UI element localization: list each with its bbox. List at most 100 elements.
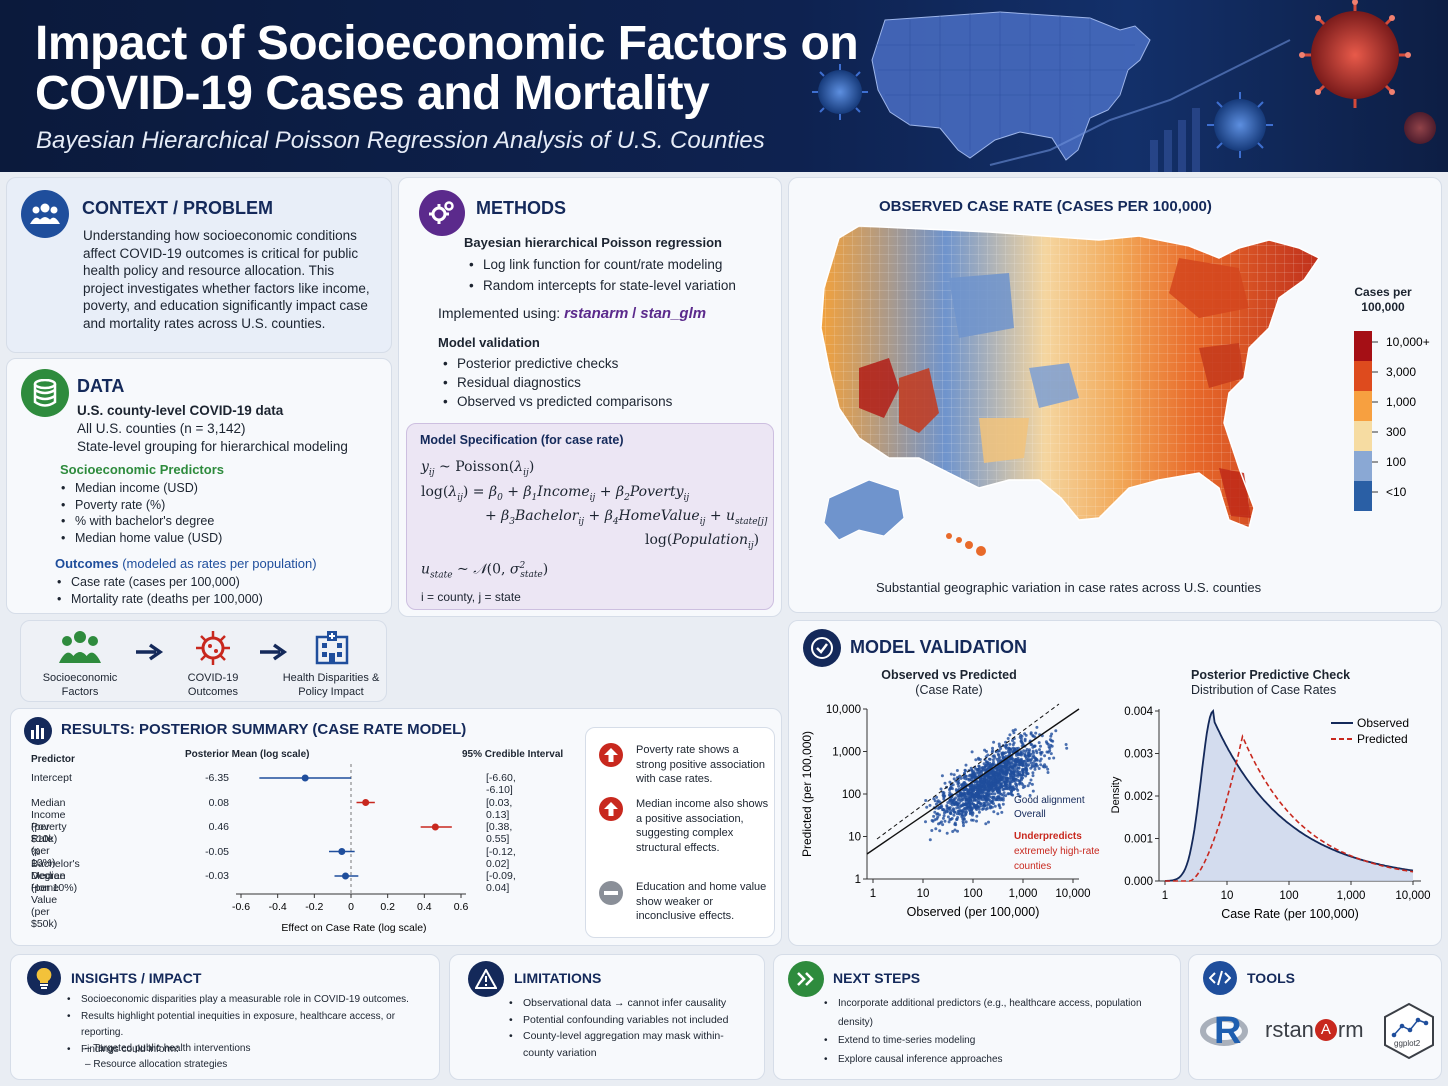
y-axis-label: Predicted (per 100,000) <box>800 731 814 857</box>
list-item: Residual diagnostics <box>443 374 672 392</box>
results-notes: Poverty rate shows a strong positive ass… <box>585 727 775 938</box>
validation-title: Model validation <box>438 335 540 350</box>
alaska <box>823 479 905 541</box>
pkg-rstanarm: rstanarm <box>564 305 629 322</box>
forest-tick-label: -0.4 <box>269 901 287 913</box>
methods-bullets: Log link function for count/rate modelin… <box>469 256 736 294</box>
y-tick-label: 0.001 <box>1124 834 1153 846</box>
page-subtitle: Bayesian Hierarchical Poisson Regression… <box>36 127 765 154</box>
outcomes-suffix: (modeled as rates per population) <box>122 556 317 571</box>
list-item: Posterior predictive checks <box>443 355 672 373</box>
scatter-points <box>924 725 1069 842</box>
spec-eq5: ustate ~ 𝒩(0, σ2state) <box>421 561 549 581</box>
legend-observed: Observed <box>1357 716 1409 730</box>
x-axis-label: Observed (per 100,000) <box>907 905 1040 919</box>
arrow-right-icon <box>136 643 164 661</box>
code-icon <box>1203 961 1237 995</box>
methods-title: METHODS <box>476 198 566 218</box>
rstanarm-suffix: rm <box>1337 1017 1364 1042</box>
next-steps-title: NEXT STEPS <box>833 970 921 986</box>
forest-tick-label: 0.2 <box>380 901 395 913</box>
list-item: Socioeconomic disparities play a measura… <box>67 992 437 1009</box>
predicted-curve <box>1165 734 1414 882</box>
spec-eq3: + β3Bachelorij + β4HomeValueij + ustate[… <box>485 508 768 527</box>
bar-chart-icon <box>24 717 52 745</box>
data-panel: DATA U.S. county-level COVID-19 data All… <box>6 358 392 614</box>
flow-step3: Health Disparities & Policy Impact <box>282 672 380 698</box>
methods-panel: METHODS Bayesian hierarchical Poisson re… <box>398 177 782 617</box>
y-tick-label: 0.004 <box>1124 706 1153 718</box>
virus-icon-red-small <box>1404 112 1436 144</box>
list-item: Poverty rate (%) <box>61 497 222 514</box>
x-tick-label: 10,000 <box>1055 888 1090 900</box>
result-ci: [-6.60, -6.10] <box>486 772 516 796</box>
list-item: Extend to time-series modeling <box>824 1032 1179 1051</box>
list-item: % with bachelor's degree <box>61 513 222 530</box>
list-item: Observational data → cannot infer causal… <box>509 995 729 1012</box>
observed-vs-predicted-scatter: 10,000 1,000 100 10 11 10 100 1,000 10,000 Predic… <box>800 703 1100 919</box>
list-item: Median home value (USD) <box>61 530 222 547</box>
us-map-silhouette <box>872 12 1150 160</box>
list-item: – Targeted public health interventions <box>85 1043 251 1054</box>
result-predictor: Poverty Rate (per 10%) <box>31 821 67 869</box>
spec-eq4: log(Populationij) <box>645 532 760 551</box>
result-predictor: % Bachelor's Degree (per 10%) <box>31 845 80 894</box>
legend-predicted: Predicted <box>1357 732 1408 746</box>
results-panel: RESULTS: POSTERIOR SUMMARY (CASE RATE MO… <box>10 708 782 946</box>
col-mean: Posterior Mean (log scale) <box>185 749 310 760</box>
list-item: – Resource allocation strategies <box>85 1059 228 1070</box>
result-predictor: Intercept <box>31 772 72 784</box>
validation-bullets: Posterior predictive checks Residual dia… <box>443 355 672 411</box>
list-item: Incorporate additional predictors (e.g.,… <box>824 995 1179 1032</box>
ggplot2-hex-logo <box>1384 1002 1434 1060</box>
outcomes-title: Outcomes <box>55 556 119 571</box>
x-tick-label: 100 <box>963 888 982 900</box>
header-banner: Impact of Socioeconomic Factors on COVID… <box>0 0 1448 172</box>
sub-item: Targeted public health interventions <box>93 1043 251 1054</box>
data-line2: State-level grouping for hierarchical mo… <box>77 439 348 454</box>
limitations-title: LIMITATIONS <box>514 970 602 986</box>
list-item: Explore causal inference approaches <box>824 1051 1179 1070</box>
r-logo: R <box>1200 1010 1252 1052</box>
list-item: Case rate (cases per 100,000) <box>57 574 263 591</box>
insights-panel: INSIGHTS / IMPACT Socioeconomic disparit… <box>10 954 440 1080</box>
note-education: Education and home value show weaker or … <box>636 881 767 922</box>
gears-icon <box>419 190 465 236</box>
validation-panel: MODEL VALIDATION Observed vs Predicted (… <box>788 620 1442 946</box>
result-mean: -0.03 <box>205 870 229 882</box>
context-title: CONTEXT / PROBLEM <box>82 198 274 218</box>
virus-icon <box>196 631 230 665</box>
virus-icon-blue-left <box>812 64 868 120</box>
observed-area <box>1165 711 1413 881</box>
result-ci: [0.03, 0.13] <box>486 796 513 821</box>
map-panel: OBSERVED CASE RATE (CASES PER 100,000) C… <box>788 177 1442 613</box>
virus-icon-red <box>1299 0 1411 108</box>
data-heading: U.S. county-level COVID-19 data <box>77 403 284 418</box>
people-group-icon <box>21 190 69 238</box>
methods-heading: Bayesian hierarchical Poisson regression <box>464 235 722 250</box>
y-tick-label: 100 <box>842 789 861 801</box>
y-tick-label: 10 <box>848 832 861 844</box>
legend-swatch <box>1354 391 1372 421</box>
legend-swatch <box>1354 421 1372 451</box>
tools-title: TOOLS <box>1247 970 1295 986</box>
r-logo-letter: R <box>1214 1010 1242 1052</box>
virus-icon-blue-right <box>1207 92 1273 158</box>
scatter-subtitle: (Case Rate) <box>915 683 983 697</box>
posterior-predictive-check-chart: 0.004 0.003 0.002 0.001 0.000 1 10 100 1,000 10,0… <box>1110 706 1431 921</box>
arrow-up-icon <box>599 743 623 767</box>
ppc-title: Posterior Predictive Check <box>1191 668 1351 682</box>
predictors-title: Socioeconomic Predictors <box>60 462 224 477</box>
spec-title: Model Specification (for case rate) <box>420 433 624 447</box>
legend-swatch <box>1354 451 1372 481</box>
legend-label: <10 <box>1386 485 1407 499</box>
x-axis-label: Case Rate (per 100,000) <box>1221 907 1359 921</box>
note-high-rate: extremely high-rate <box>1014 846 1100 857</box>
x-tick-label: 10 <box>917 888 930 900</box>
legend-label: 300 <box>1386 425 1406 439</box>
result-predictor: Median Income (per $10k) <box>31 796 66 845</box>
list-item: Potential confounding variables not incl… <box>509 1012 729 1029</box>
x-tick-label: 10 <box>1221 890 1234 902</box>
map-title: OBSERVED CASE RATE (CASES PER 100,000) <box>879 198 1212 215</box>
header-illustration <box>812 0 1436 172</box>
